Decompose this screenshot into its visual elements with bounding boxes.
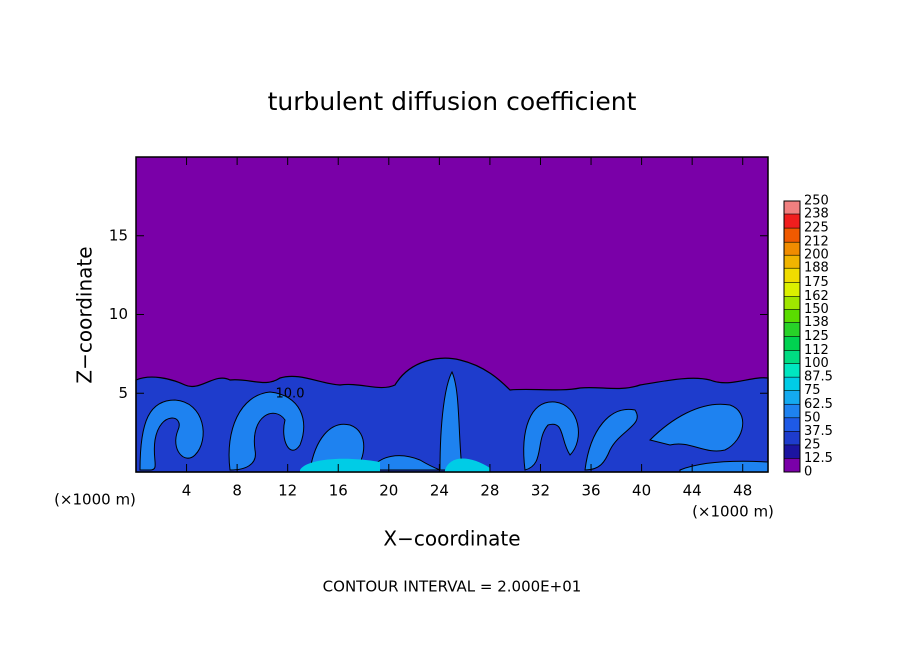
x-tick-label: 4	[182, 482, 192, 500]
colorbar-label: 162	[804, 289, 829, 304]
colorbar-label: 225	[804, 221, 829, 236]
colorbar-label: 100	[804, 356, 829, 371]
colorbar-swatch	[784, 214, 800, 229]
colorbar-swatch	[784, 242, 800, 256]
x-tick-label: 48	[733, 482, 752, 500]
colorbar-label: 175	[804, 275, 829, 290]
colorbar-swatch	[784, 268, 800, 283]
colorbar-label: 238	[804, 207, 829, 222]
x-tick-label: 28	[480, 482, 499, 500]
colorbar-swatch	[784, 363, 800, 378]
colorbar-label: 138	[804, 315, 829, 330]
y-axis-label: Z−coordinate	[73, 246, 97, 383]
x-tick-label: 44	[683, 482, 702, 500]
colorbar-label: 87.5	[804, 370, 833, 385]
colorbar-swatch	[784, 390, 800, 405]
colorbar-label: 125	[804, 329, 829, 344]
x-tick-label: 8	[232, 482, 242, 500]
turbulent-swirl	[139, 399, 204, 471]
turbulent-core	[300, 458, 380, 472]
x-tick-label: 36	[581, 482, 600, 500]
colorbar-swatch	[784, 404, 800, 418]
turbulent-swirl	[584, 408, 638, 471]
colorbar-label: 50	[804, 410, 821, 425]
colorbar-swatch	[784, 350, 800, 364]
colorbar-label: 37.5	[804, 424, 833, 439]
annotation: 10.0	[276, 387, 305, 402]
turbulent-core	[445, 458, 490, 472]
colorbar-label: 150	[804, 302, 829, 317]
colorbar-swatch	[784, 377, 800, 391]
turbulent-swirl	[649, 403, 744, 452]
x-tick-label: 16	[329, 482, 348, 500]
colorbar-swatch	[784, 228, 800, 243]
colorbar-label: 25	[804, 437, 821, 452]
colorbar-label: 212	[804, 235, 829, 250]
colorbar-swatch	[784, 255, 800, 269]
y-tick-label: 10	[109, 305, 128, 323]
colorbar-swatch	[784, 296, 800, 310]
colorbar-swatch	[784, 431, 800, 445]
y-tick-label: 15	[109, 226, 128, 244]
x-axis-label: X−coordinate	[383, 527, 520, 551]
x-tick-label: 12	[278, 482, 297, 500]
footer: CONTOUR INTERVAL = 2.000E+01	[323, 578, 582, 596]
colorbar-label: 75	[804, 383, 821, 398]
colorbar-swatch	[784, 322, 800, 337]
x-unit: (×1000 m)	[692, 503, 774, 521]
colorbar-label: 12.5	[804, 451, 833, 466]
colorbar-swatch	[784, 444, 800, 459]
turbulent-swirl	[523, 401, 579, 471]
field: 10.0	[135, 157, 769, 473]
colorbar-swatch	[784, 309, 800, 323]
colorbar-swatch	[784, 417, 800, 432]
turbulent-swirl	[439, 370, 463, 471]
colorbar-swatch	[784, 458, 800, 472]
colorbar-label: 112	[804, 343, 829, 358]
x-tick-label: 20	[379, 482, 398, 500]
colorbar-label: 188	[804, 261, 829, 276]
x-tick-label: 24	[430, 482, 449, 500]
colorbar-swatch	[784, 336, 800, 351]
colorbar-label: 62.5	[804, 397, 833, 412]
y-unit: (×1000 m)	[54, 491, 136, 509]
colorbar-label: 200	[804, 248, 829, 263]
colorbar-swatch	[784, 282, 800, 297]
chart-title: turbulent diffusion coefficient	[268, 87, 637, 116]
x-tick-label: 40	[632, 482, 651, 500]
colorbar-swatch	[784, 201, 800, 215]
x-tick-label: 32	[531, 482, 550, 500]
colorbar-label: 250	[804, 194, 829, 209]
colorbar-label: 0	[804, 465, 812, 480]
turbulent-swirl	[228, 391, 305, 471]
y-tick-label: 5	[118, 384, 128, 402]
